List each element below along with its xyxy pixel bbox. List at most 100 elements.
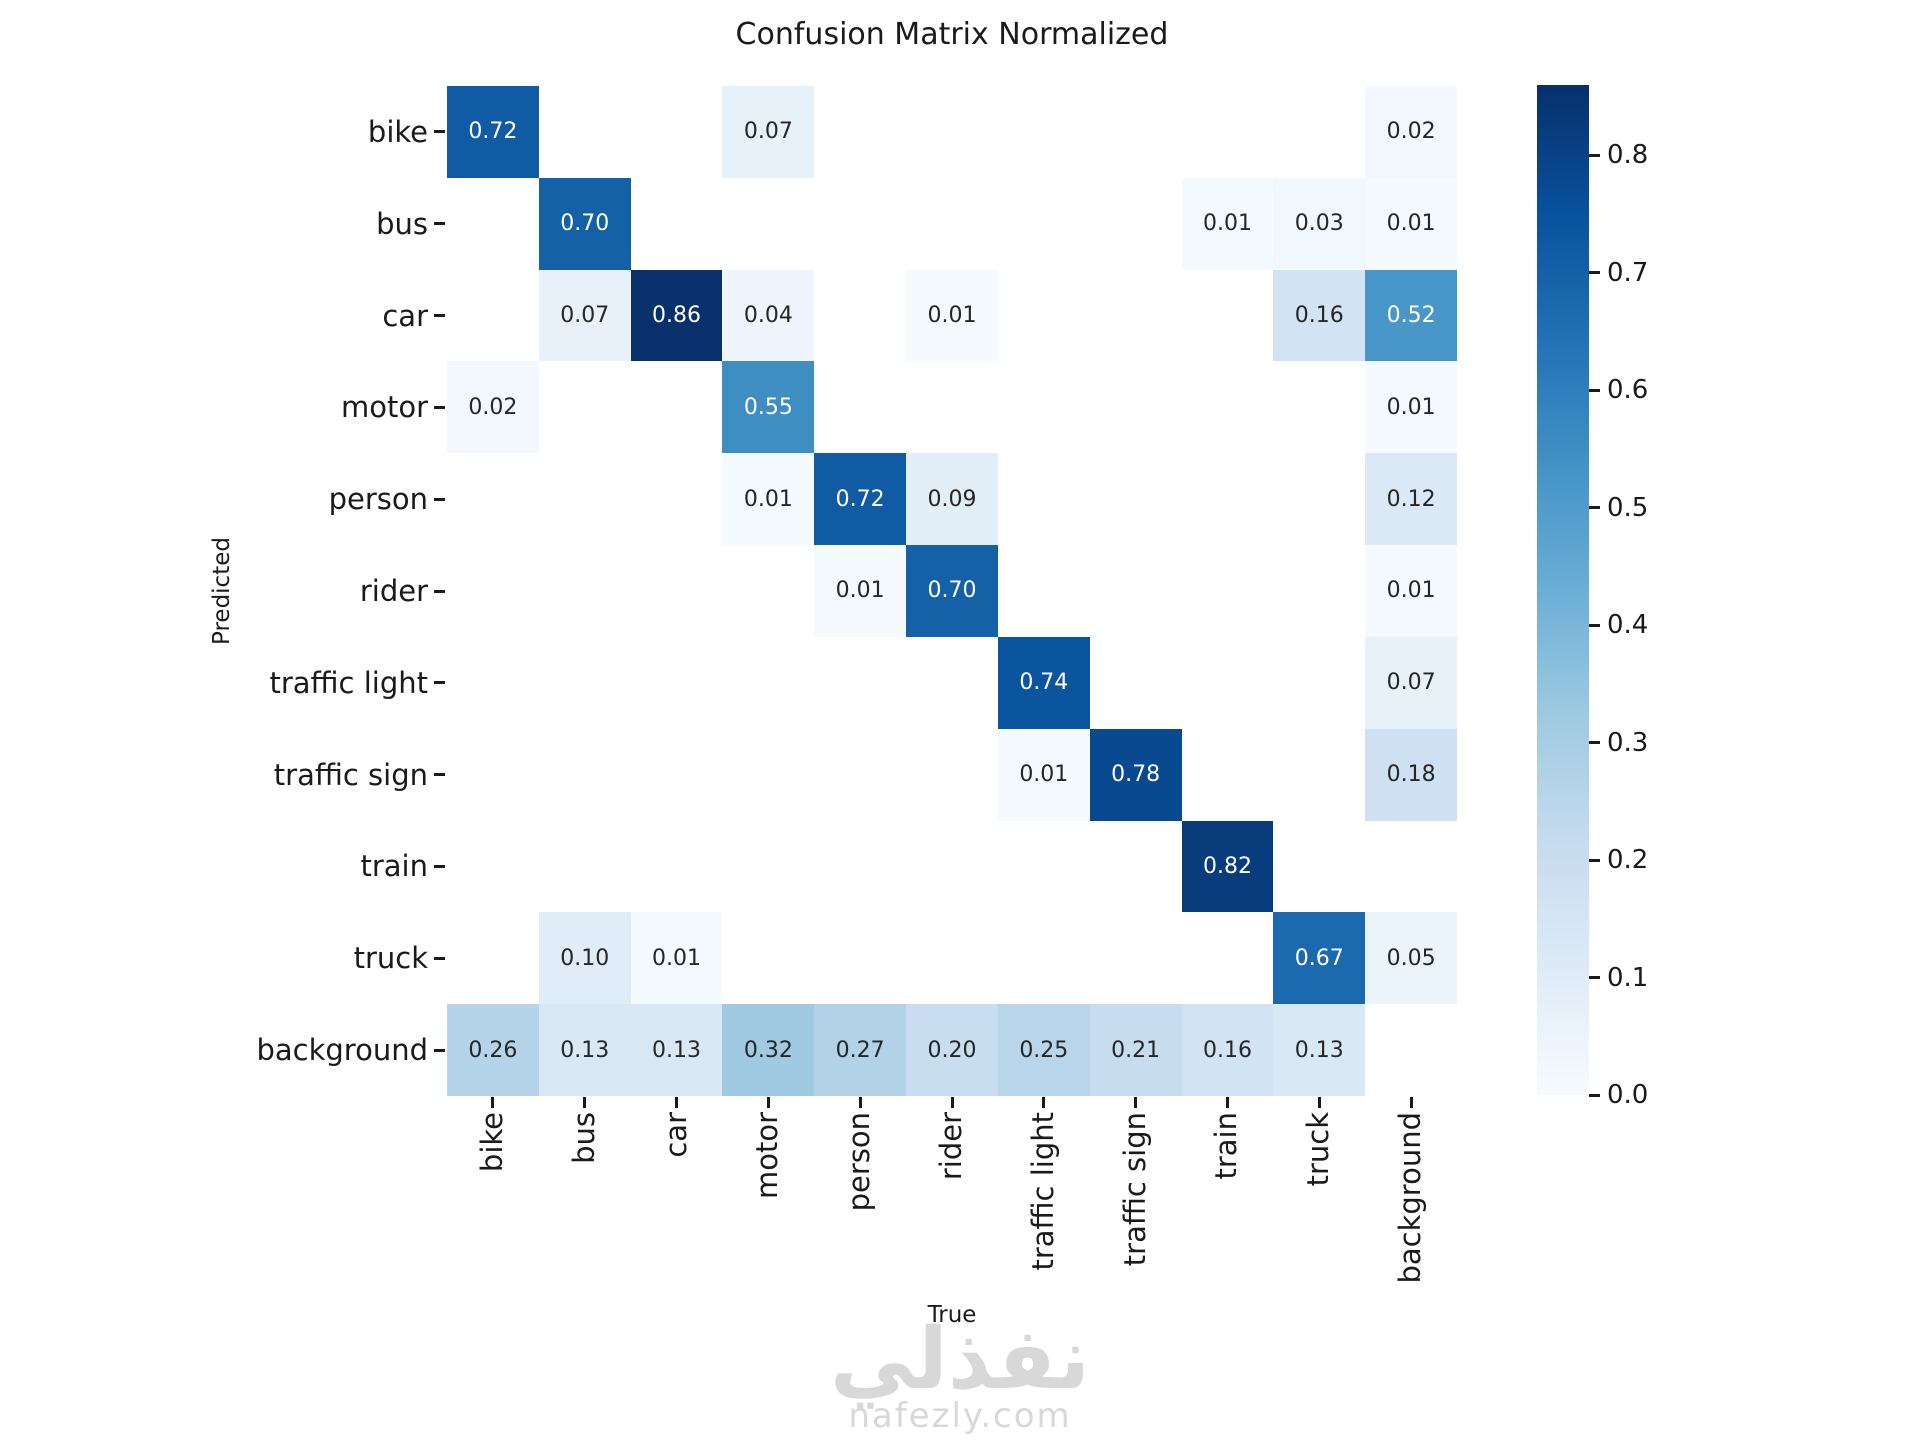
- heatmap-cell-bus-bus: 0.70: [538, 177, 631, 270]
- heatmap-cell-car-train: [1181, 269, 1274, 362]
- heatmap-cell-car-truck: 0.16: [1273, 269, 1366, 362]
- heatmap-cell-traffic sign-truck: [1273, 728, 1366, 821]
- heatmap-cell-bike-traffic sign: [1089, 86, 1182, 178]
- heatmap-cell-rider-rider: 0.70: [906, 545, 998, 637]
- heatmap-cell-train-person: [814, 820, 907, 913]
- heatmap-cell-truck-rider: [906, 912, 998, 1005]
- heatmap-cell-bike-bike: 0.72: [447, 86, 539, 178]
- watermark-arabic-logo: نفذلي: [829, 1310, 1091, 1409]
- colorbar-tick-label-0.0: 0.0: [1607, 1080, 1649, 1110]
- colorbar-tick-mark: [1589, 741, 1600, 745]
- y-tick-label-bike: bike: [367, 114, 428, 149]
- heatmap-cell-person-bike: [447, 453, 539, 546]
- x-tick-mark: [950, 1097, 954, 1108]
- x-tick-mark: [1225, 1097, 1229, 1108]
- colorbar-tick-mark: [1589, 153, 1600, 157]
- heatmap-cell-car-traffic light: [997, 269, 1090, 362]
- heatmap-cell-traffic light-rider: [906, 636, 998, 729]
- heatmap-cell-bike-motor: 0.07: [722, 86, 815, 178]
- heatmap-cell-traffic sign-motor: [722, 728, 815, 821]
- heatmap-cell-rider-person: 0.01: [814, 545, 907, 637]
- colorbar-tick-label-0.4: 0.4: [1607, 610, 1649, 641]
- heatmap-cell-truck-bus: 0.10: [538, 912, 631, 1005]
- y-tick-label-traffic sign: traffic sign: [273, 757, 428, 792]
- x-tick-mark: [858, 1097, 862, 1108]
- colorbar-tick-mark: [1589, 1093, 1600, 1097]
- heatmap-cell-traffic light-traffic sign: [1089, 636, 1182, 729]
- heatmap-cell-background-truck: 0.13: [1273, 1004, 1366, 1096]
- heatmap-cell-traffic sign-background: 0.18: [1365, 728, 1457, 821]
- heatmap-cell-truck-background: 0.05: [1365, 912, 1457, 1005]
- heatmap-cell-traffic sign-traffic light: 0.01: [997, 728, 1090, 821]
- y-tick-label-truck: truck: [353, 941, 428, 976]
- confusion-matrix-heatmap: 0.72 0.07 0.02 0.70 0.01 0.03 0.01 0.07 0.86 0.04…: [447, 86, 1457, 1096]
- heatmap-cell-traffic sign-train: [1181, 728, 1274, 821]
- heatmap-cell-motor-traffic sign: [1089, 361, 1182, 454]
- heatmap-cell-train-bus: [538, 820, 631, 913]
- x-tick-mark: [766, 1097, 770, 1108]
- heatmap-cell-truck-motor: [722, 912, 815, 1005]
- heatmap-cell-person-motor: 0.01: [722, 453, 815, 546]
- heatmap-cell-bike-person: [814, 86, 907, 178]
- heatmap-cell-bike-background: 0.02: [1365, 86, 1457, 178]
- heatmap-cell-truck-truck: 0.67: [1273, 912, 1366, 1005]
- heatmap-cell-background-person: 0.27: [814, 1004, 907, 1096]
- colorbar-tick-label-0.8: 0.8: [1607, 140, 1649, 171]
- heatmap-cell-traffic sign-bus: [538, 728, 631, 821]
- heatmap-cell-train-traffic light: [997, 820, 1090, 913]
- colorbar-tick-label-0.5: 0.5: [1607, 492, 1649, 523]
- x-tick-mark: [1042, 1097, 1046, 1108]
- heatmap-cell-motor-truck: [1273, 361, 1366, 454]
- heatmap-cell-truck-car: 0.01: [630, 912, 723, 1005]
- colorbar-tick-label-0.6: 0.6: [1607, 375, 1649, 406]
- heatmap-cell-traffic light-person: [814, 636, 907, 729]
- heatmap-cell-bike-car: [630, 86, 723, 178]
- heatmap-cell-train-traffic sign: [1089, 820, 1182, 913]
- heatmap-cell-truck-bike: [447, 912, 539, 1005]
- heatmap-cell-rider-bike: [447, 545, 539, 637]
- x-tick-label-car: car: [658, 1112, 693, 1158]
- heatmap-cell-traffic sign-car: [630, 728, 723, 821]
- y-tick-mark: [434, 589, 445, 593]
- heatmap-cell-person-rider: 0.09: [906, 453, 998, 546]
- heatmap-cell-train-motor: [722, 820, 815, 913]
- heatmap-cell-person-truck: [1273, 453, 1366, 546]
- heatmap-cell-bus-bike: [447, 177, 539, 270]
- x-tick-mark: [1409, 1097, 1413, 1108]
- heatmap-cell-train-background: [1365, 820, 1457, 913]
- colorbar-tick-mark: [1589, 388, 1600, 392]
- heatmap-cell-motor-bike: 0.02: [447, 361, 539, 454]
- heatmap-cell-bike-traffic light: [997, 86, 1090, 178]
- heatmap-cell-traffic sign-rider: [906, 728, 998, 821]
- heatmap-cell-rider-background: 0.01: [1365, 545, 1457, 637]
- heatmap-cell-car-traffic sign: [1089, 269, 1182, 362]
- heatmap-cell-train-train: 0.82: [1181, 820, 1274, 913]
- colorbar-tick-mark: [1589, 271, 1600, 275]
- heatmap-cell-traffic light-background: 0.07: [1365, 636, 1457, 729]
- colorbar-tick-label-0.1: 0.1: [1607, 962, 1649, 993]
- heatmap-cell-background-rider: 0.20: [906, 1004, 998, 1096]
- heatmap-cell-bus-car: [630, 177, 723, 270]
- x-axis-label: True: [927, 1302, 977, 1328]
- heatmap-cell-background-traffic sign: 0.21: [1089, 1004, 1182, 1096]
- heatmap-cell-background-bus: 0.13: [538, 1004, 631, 1096]
- heatmap-cell-motor-bus: [538, 361, 631, 454]
- y-tick-mark: [434, 864, 445, 868]
- heatmap-cell-traffic light-bus: [538, 636, 631, 729]
- heatmap-cell-background-train: 0.16: [1181, 1004, 1274, 1096]
- heatmap-cell-car-background: 0.52: [1365, 269, 1457, 362]
- heatmap-cell-traffic light-motor: [722, 636, 815, 729]
- x-tick-mark: [583, 1097, 587, 1108]
- heatmap-cell-bike-bus: [538, 86, 631, 178]
- heatmap-cell-rider-bus: [538, 545, 631, 637]
- heatmap-cell-bus-truck: 0.03: [1273, 177, 1366, 270]
- heatmap-cell-background-background: [1365, 1004, 1457, 1096]
- y-tick-mark: [434, 130, 445, 134]
- heatmap-cell-rider-traffic sign: [1089, 545, 1182, 637]
- heatmap-cell-train-bike: [447, 820, 539, 913]
- x-tick-mark: [491, 1097, 495, 1108]
- heatmap-cell-bus-rider: [906, 177, 998, 270]
- heatmap-cell-car-car: 0.86: [630, 269, 723, 362]
- heatmap-cell-bus-train: 0.01: [1181, 177, 1274, 270]
- y-tick-label-traffic light: traffic light: [269, 665, 428, 700]
